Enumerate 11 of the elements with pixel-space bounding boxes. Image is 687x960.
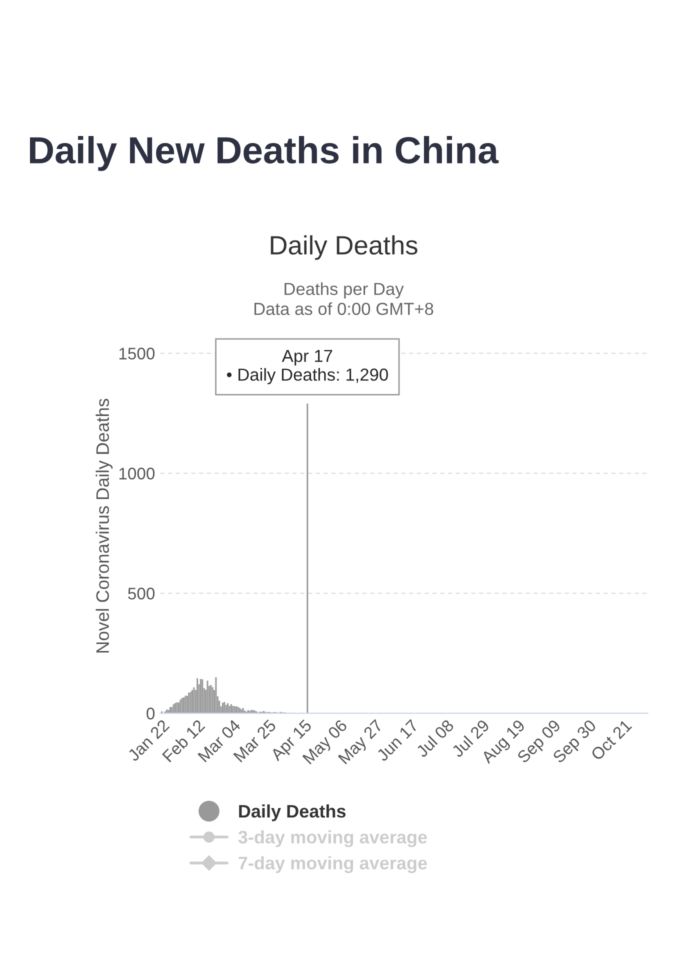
y-tick-label: 1000 [119, 468, 155, 480]
chart-subtitle: Deaths per Day Data as of 0:00 GMT+8 [254, 282, 434, 316]
x-tick-label: Jul 08 [415, 718, 454, 758]
chart-title: Daily Deaths [270, 235, 418, 260]
y-tick-label: 500 [128, 588, 155, 600]
y-tick-label: 1500 [119, 348, 155, 360]
annotation: Apr 17 • Daily Deaths: 1,290 [226, 350, 388, 384]
legend-label: Daily Deaths [239, 804, 346, 822]
y-tick-label: 0 [146, 708, 155, 720]
y-axis-title: Novel Coronavirus Daily Deaths [96, 398, 113, 653]
text: Daily New Deaths in China [30, 136, 499, 171]
